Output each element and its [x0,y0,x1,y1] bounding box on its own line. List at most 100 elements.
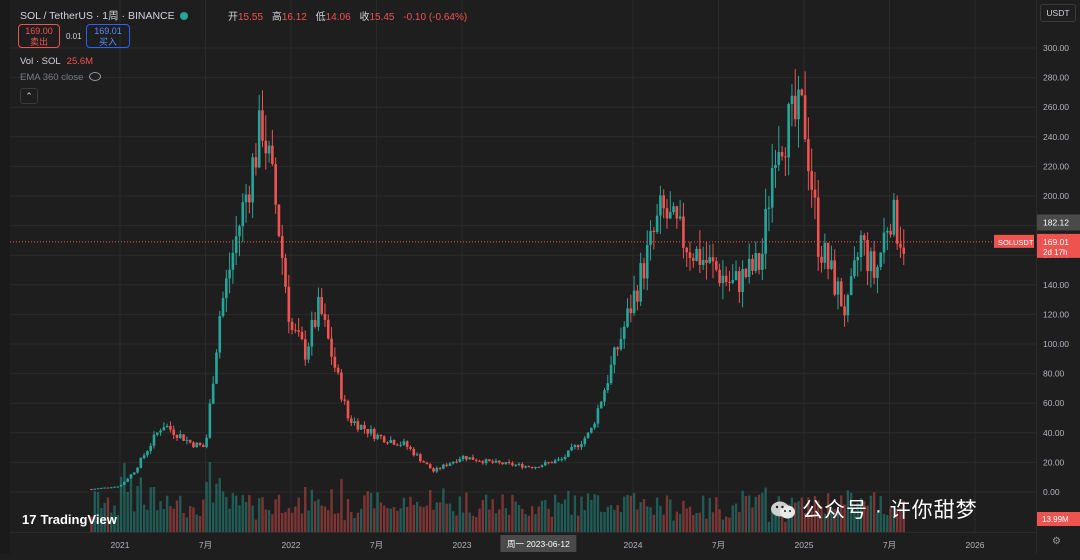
candle-body [793,95,797,120]
sell-button[interactable]: 169.00 卖出 [18,24,60,48]
candle-body [576,445,580,448]
volume-bar [119,476,123,532]
volume-bar [705,518,708,532]
candle-body [721,275,725,284]
volume-bar [419,506,422,532]
candle-body [251,157,254,203]
candle-body [320,297,323,314]
volume-bar [711,512,715,532]
volume-bar [336,513,340,532]
volume-bar [646,506,649,532]
time-axis[interactable]: 2021 7月 2022 7月 2023 2024 7月 2025 7月 2026 周一 2023-… [10,532,1036,555]
volume-bar [468,512,471,532]
candle-body [182,434,185,441]
candle-body [787,103,790,158]
volume-bar [609,505,613,532]
volume-bar [244,501,248,532]
volume-bar [600,511,603,532]
candle-body [895,199,899,244]
volume-bar [142,504,146,532]
volume-bar [662,514,665,532]
volume-bar [849,492,853,532]
currency-selector[interactable]: USDT [1040,4,1076,22]
candle-body [162,427,166,431]
volume-bar [632,493,636,532]
volume-bar [692,515,695,532]
candle-body [754,253,758,271]
candle-body [435,467,439,472]
volume-bar [231,493,235,532]
chevron-up-icon: ⌃ [25,91,33,101]
candle-body [507,461,511,463]
volume-bar [146,509,149,532]
candle-body [300,331,304,340]
volume-bar [537,506,540,532]
volume-bar [817,500,820,532]
gear-icon[interactable]: ⚙ [1052,536,1061,547]
candle-body [225,278,228,299]
volume-bar [846,490,850,532]
volume-bar [185,517,189,532]
volume-bar [471,515,475,532]
tradingview-logo[interactable]: 17 TradingView [22,512,117,527]
volume-legend[interactable]: Vol · SOL 25.6M [20,56,93,67]
candle-body [866,239,869,272]
volume-bar [678,513,682,532]
volume-bar [300,513,304,532]
ema-legend[interactable]: EMA 360 close [20,72,102,83]
candle-body [363,424,366,429]
candle-body [813,189,817,198]
price-tick-label: 100.00 [1043,339,1069,349]
candle-body [695,248,698,261]
candle-body [290,321,294,330]
chart-pane[interactable]: SOLUSDT [10,0,1036,532]
volume-bar [251,505,254,532]
candle-body [770,167,774,208]
candle-body [718,269,721,284]
volume-bar [669,499,672,532]
candle-body [313,320,317,327]
time-tick-label: 2021 [111,540,130,550]
volume-bar [198,516,202,532]
volume-bar [343,520,346,532]
volume-bar [675,511,679,532]
volume-bar [133,511,136,532]
time-axis-labels: 2021 7月 2022 7月 2023 2024 7月 2025 7月 2026 周一 2023-… [111,535,985,552]
candle-body [629,308,633,314]
collapse-legend-button[interactable]: ⌃ [20,88,38,104]
symbol-price-tag [994,234,1034,248]
candle-body [800,89,804,96]
volume-bar [744,496,748,532]
price-axis[interactable]: 0.00 20.00 40.00 60.00 80.00 100.00 120.00 140.… [1036,0,1080,554]
candle-body [221,298,225,317]
candle-body [872,251,876,278]
candle-body [175,434,179,438]
candle-body [178,434,182,438]
volume-bar [162,509,166,532]
candle-body [109,487,113,489]
candle-body [100,487,103,489]
buy-button[interactable]: 169.01 买入 [86,24,130,48]
volume-bar [221,491,225,532]
symbol-title[interactable]: SOL / TetherUS · 1周 · BINANCE [20,8,193,23]
volume-bar [491,499,494,532]
candle-body [839,281,843,307]
candle-body [369,429,373,434]
volume-bar [830,507,833,532]
volume-tag [1037,512,1080,526]
volume-bar [340,479,343,532]
volume-bar [228,508,231,532]
eye-icon[interactable] [89,72,102,81]
candle-body [442,464,445,469]
candle-body [665,208,669,219]
tradingview-icon: 17 [22,512,37,527]
candle-body [188,439,192,443]
volume-bar [129,479,133,532]
volume-bar [297,497,300,532]
candlestick-chart[interactable]: SOLUSDT [10,0,1036,532]
candle-body [198,442,202,445]
ema-label: EMA 360 close [20,72,84,83]
candle-body [149,445,152,452]
price-tick-label: 120.00 [1043,309,1069,319]
volume-bar [521,508,524,532]
